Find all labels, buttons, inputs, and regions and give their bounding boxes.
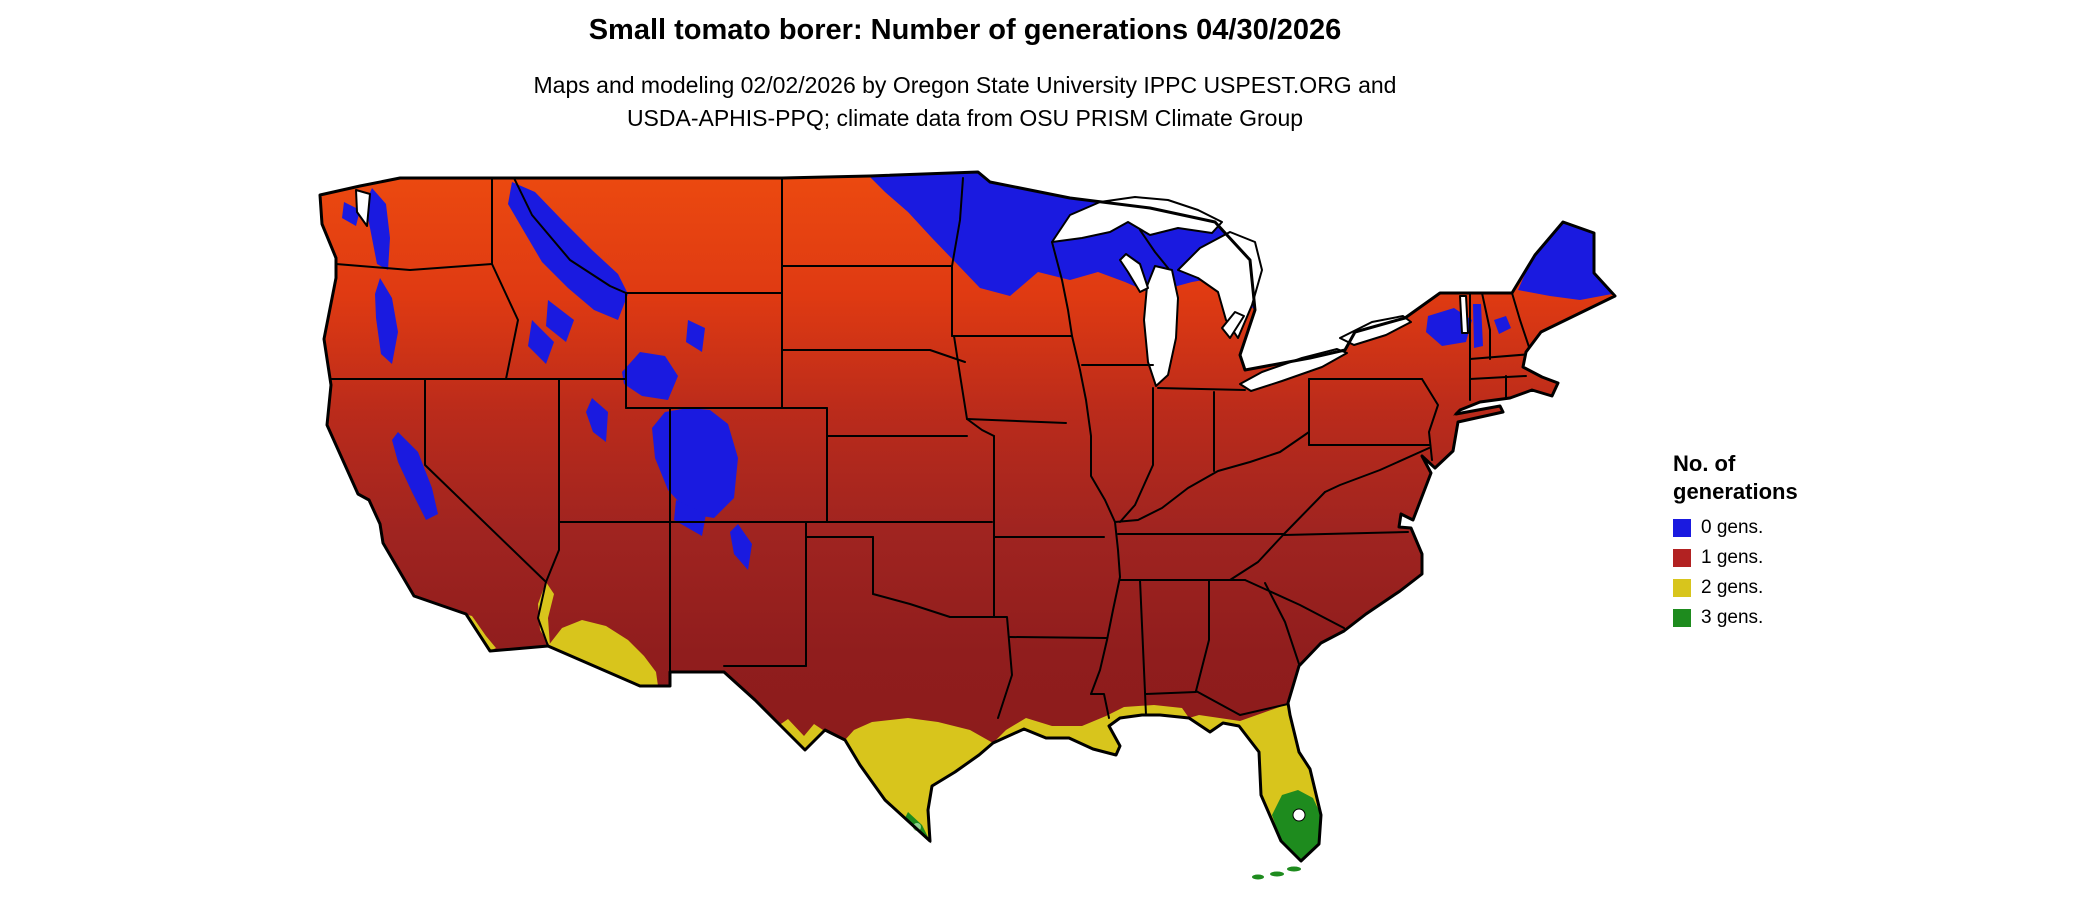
legend-swatch-2-gens — [1673, 579, 1691, 597]
legend-swatch-0-gens — [1673, 519, 1691, 537]
lake-champlain — [1459, 295, 1469, 334]
map-legend: No. of generations 0 gens. 1 gens. 2 gen… — [1673, 450, 1798, 637]
lake-erie — [1239, 348, 1348, 392]
legend-label-2-gens: 2 gens. — [1701, 577, 1764, 598]
blue-northern-rockies — [508, 182, 628, 320]
yellow-south-texas — [845, 718, 993, 841]
legend-item-1-gens: 1 gens. — [1673, 547, 1798, 569]
lake-michigan — [1143, 265, 1179, 387]
gen3-green-layer — [904, 790, 1321, 861]
blue-sawtooths — [528, 320, 554, 364]
map-title: Small tomato borer: Number of generation… — [588, 14, 1342, 46]
lakes-layer — [355, 189, 1469, 392]
blue-idaho-patch — [546, 300, 574, 342]
blue-olympics — [342, 202, 360, 226]
lake-ontario — [1339, 315, 1412, 346]
blue-bighorns — [686, 320, 705, 352]
legend-title: No. of generations — [1673, 450, 1798, 505]
legend-swatch-3-gens — [1673, 609, 1691, 627]
blue-wasatch — [586, 398, 608, 442]
yellow-big-bend — [778, 719, 826, 752]
subtitle-line-1: Maps and modeling 02/02/2026 by Oregon S… — [533, 72, 1397, 98]
blue-colorado-rockies — [652, 408, 738, 518]
florida-keys — [1252, 866, 1301, 880]
legend-item-3-gens: 3 gens. — [1673, 607, 1798, 629]
legend-label-1-gens: 1 gens. — [1701, 547, 1764, 568]
map-subtitle: Maps and modeling 02/02/2026 by Oregon S… — [0, 69, 1930, 136]
puget-sound — [355, 189, 371, 227]
blue-northern-maine — [1518, 222, 1612, 300]
blue-san-juans — [674, 500, 706, 536]
blue-green-mountains — [1473, 304, 1483, 348]
us-map-canvas — [318, 170, 1617, 880]
legend-title-line-1: No. of — [1673, 451, 1736, 476]
saginaw-bay — [1221, 311, 1245, 339]
legend-label-0-gens: 0 gens. — [1701, 517, 1764, 538]
blue-washington-cascades — [365, 188, 390, 270]
us-generations-map — [310, 170, 1640, 892]
legend-item-2-gens: 2 gens. — [1673, 577, 1798, 599]
yellow-gulf-coast-band — [993, 705, 1189, 755]
subtitle-line-2: USDA-APHIS-PPQ; climate data from OSU PR… — [626, 105, 1304, 132]
state-borders — [323, 177, 1533, 719]
legend-title-line-2: generations — [1673, 478, 1798, 504]
lake-okeechobee — [1292, 808, 1306, 822]
legend-item-0-gens: 0 gens. — [1673, 517, 1798, 539]
legend-label-3-gens: 3 gens. — [1701, 607, 1764, 628]
legend-swatch-1-gens — [1673, 549, 1691, 567]
green-bay — [1119, 253, 1149, 293]
yellow-southern-arizona — [548, 620, 658, 686]
blue-oregon-cascades — [375, 278, 398, 364]
blue-wyoming-ranges — [622, 352, 678, 400]
blue-white-mountains — [1494, 316, 1511, 334]
blue-sangre-de-cristo — [730, 524, 752, 570]
blue-sierra-nevada — [392, 432, 438, 520]
map-header: Small tomato borer: Number of generation… — [0, 14, 1930, 136]
lake-huron — [1177, 231, 1263, 339]
